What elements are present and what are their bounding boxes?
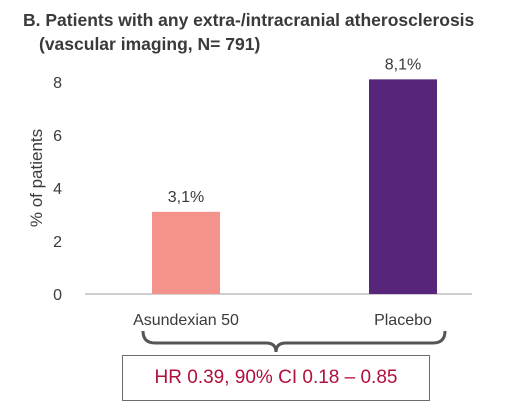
y-tick-label: 2 (53, 234, 62, 251)
title-line-2: (vascular imaging, N= 791) (39, 34, 261, 54)
bar (369, 79, 437, 294)
comparison-bracket (141, 330, 447, 353)
y-axis-label: % of patients (27, 129, 46, 227)
chart-title: B. Patients with any extra-/intracranial… (23, 8, 474, 56)
y-tick-label: 8 (53, 75, 62, 92)
y-tick-label: 0 (53, 287, 62, 304)
hazard-ratio-box: HR 0.39, 90% CI 0.18 – 0.85 (122, 355, 430, 401)
x-tick-label: Asundexian 50 (133, 312, 239, 329)
bar (152, 211, 220, 294)
x-tick-label: Placebo (374, 312, 432, 329)
title-line-1: B. Patients with any extra-/intracranial… (23, 10, 475, 30)
hazard-ratio-text: HR 0.39, 90% CI 0.18 – 0.85 (154, 367, 398, 388)
y-tick-label: 4 (53, 181, 62, 198)
y-tick-label: 6 (53, 128, 62, 145)
data-label: 8,1% (385, 56, 421, 73)
data-label: 3,1% (168, 189, 204, 206)
